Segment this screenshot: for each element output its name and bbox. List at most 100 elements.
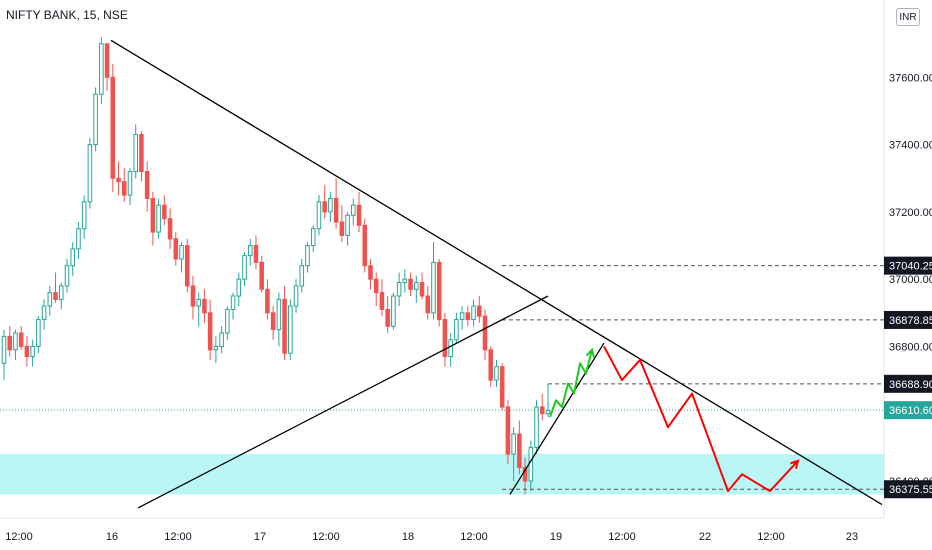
candle-body xyxy=(36,319,41,347)
current-price-badge xyxy=(884,401,932,420)
candle-body xyxy=(179,245,184,260)
level-badge xyxy=(884,310,932,329)
candle-body xyxy=(41,305,47,321)
level-badge xyxy=(884,374,932,393)
candle-body xyxy=(99,43,104,95)
y-tick-label: 37200.00 xyxy=(889,207,932,219)
trendline xyxy=(110,39,883,506)
candle-body xyxy=(391,295,396,327)
candle-body xyxy=(58,285,64,300)
candle-body xyxy=(408,278,413,290)
candle-body xyxy=(339,221,345,236)
candle-body xyxy=(70,248,75,267)
current-price-label: 36610.60 xyxy=(889,405,932,417)
x-tick-label: 23 xyxy=(846,531,858,543)
candle-body xyxy=(436,261,442,321)
candle-body xyxy=(253,245,259,263)
trendline xyxy=(509,342,605,495)
candle-body xyxy=(379,292,385,310)
x-tick-label: 17 xyxy=(254,531,266,543)
candle-body xyxy=(207,312,213,351)
candle-body xyxy=(133,134,138,173)
candle-body xyxy=(402,278,408,284)
candle-body xyxy=(545,409,551,415)
candle-body xyxy=(24,345,30,358)
candle-body xyxy=(30,345,35,358)
candle-body xyxy=(190,285,196,307)
candle-body xyxy=(219,332,224,347)
x-tick-label: 19 xyxy=(550,531,562,543)
y-tick-label: 37000.00 xyxy=(889,274,932,286)
candle-body xyxy=(259,261,264,290)
x-tick-label: 22 xyxy=(699,531,711,543)
candle-body xyxy=(293,285,299,307)
candle-body xyxy=(459,312,465,321)
candle-body xyxy=(488,349,494,381)
projection-down-path-arrowhead xyxy=(790,459,800,469)
candle-body xyxy=(265,288,270,314)
candle-body xyxy=(362,224,368,267)
candle-body xyxy=(196,298,201,307)
projection-up-path xyxy=(549,349,593,418)
candle-body xyxy=(93,93,98,146)
projection-down-path xyxy=(603,345,799,493)
candle-body xyxy=(333,197,339,223)
candle-body xyxy=(127,171,133,196)
candle-body xyxy=(156,204,161,233)
candle-body xyxy=(351,204,356,216)
candle-body xyxy=(173,238,179,260)
x-tick-label: 12:00 xyxy=(757,531,785,543)
candle-body xyxy=(517,433,522,469)
level-badge-label: 36878.85 xyxy=(889,315,932,327)
candle-body xyxy=(328,197,333,213)
candle-body xyxy=(494,366,499,381)
candle-body xyxy=(505,406,511,455)
candle-body xyxy=(76,228,81,250)
x-tick-label: 18 xyxy=(402,531,414,543)
candle-body xyxy=(419,282,425,297)
candle-body xyxy=(396,282,402,297)
candle-body xyxy=(322,201,327,213)
candle-body xyxy=(499,366,505,408)
candle-body xyxy=(442,319,448,358)
candle-body xyxy=(310,228,316,247)
candle-body xyxy=(116,177,121,183)
candle-body xyxy=(465,312,471,321)
symbol-title: NIFTY BANK, 15, NSE xyxy=(6,8,128,22)
candle-body xyxy=(104,43,110,78)
candle-body xyxy=(139,134,144,173)
x-tick-label: 12:00 xyxy=(460,531,488,543)
candle-body xyxy=(522,467,528,482)
candle-body xyxy=(202,298,207,314)
candle-body xyxy=(373,278,379,294)
candle-body xyxy=(305,245,310,267)
candle-body xyxy=(482,315,488,351)
currency-button[interactable]: INR xyxy=(896,8,920,26)
x-tick-label: 12:00 xyxy=(164,531,192,543)
level-badge-label: 36688.90 xyxy=(889,379,932,391)
x-tick-label: 16 xyxy=(106,531,118,543)
candle-body xyxy=(162,204,167,220)
x-tick-label: 12:00 xyxy=(608,531,636,543)
candle-body xyxy=(288,305,293,354)
candle-body xyxy=(110,76,116,179)
candle-body xyxy=(425,295,431,314)
y-tick-label: 37400.00 xyxy=(889,140,932,152)
candle-body xyxy=(299,265,305,287)
candle-body xyxy=(150,197,156,233)
level-badge-label: 37040.25 xyxy=(889,261,932,273)
candle-body xyxy=(477,305,482,317)
candle-body xyxy=(121,181,127,196)
candle-body xyxy=(213,345,219,351)
candle-body xyxy=(368,265,373,280)
candle-body xyxy=(316,201,322,230)
candle-body xyxy=(64,265,70,287)
candle-body xyxy=(81,201,87,230)
candle-body xyxy=(528,446,534,482)
candle-body xyxy=(7,335,13,351)
candle-body xyxy=(87,144,93,203)
candle-body xyxy=(414,282,419,290)
candle-body xyxy=(356,204,362,226)
candle-body xyxy=(236,278,242,297)
